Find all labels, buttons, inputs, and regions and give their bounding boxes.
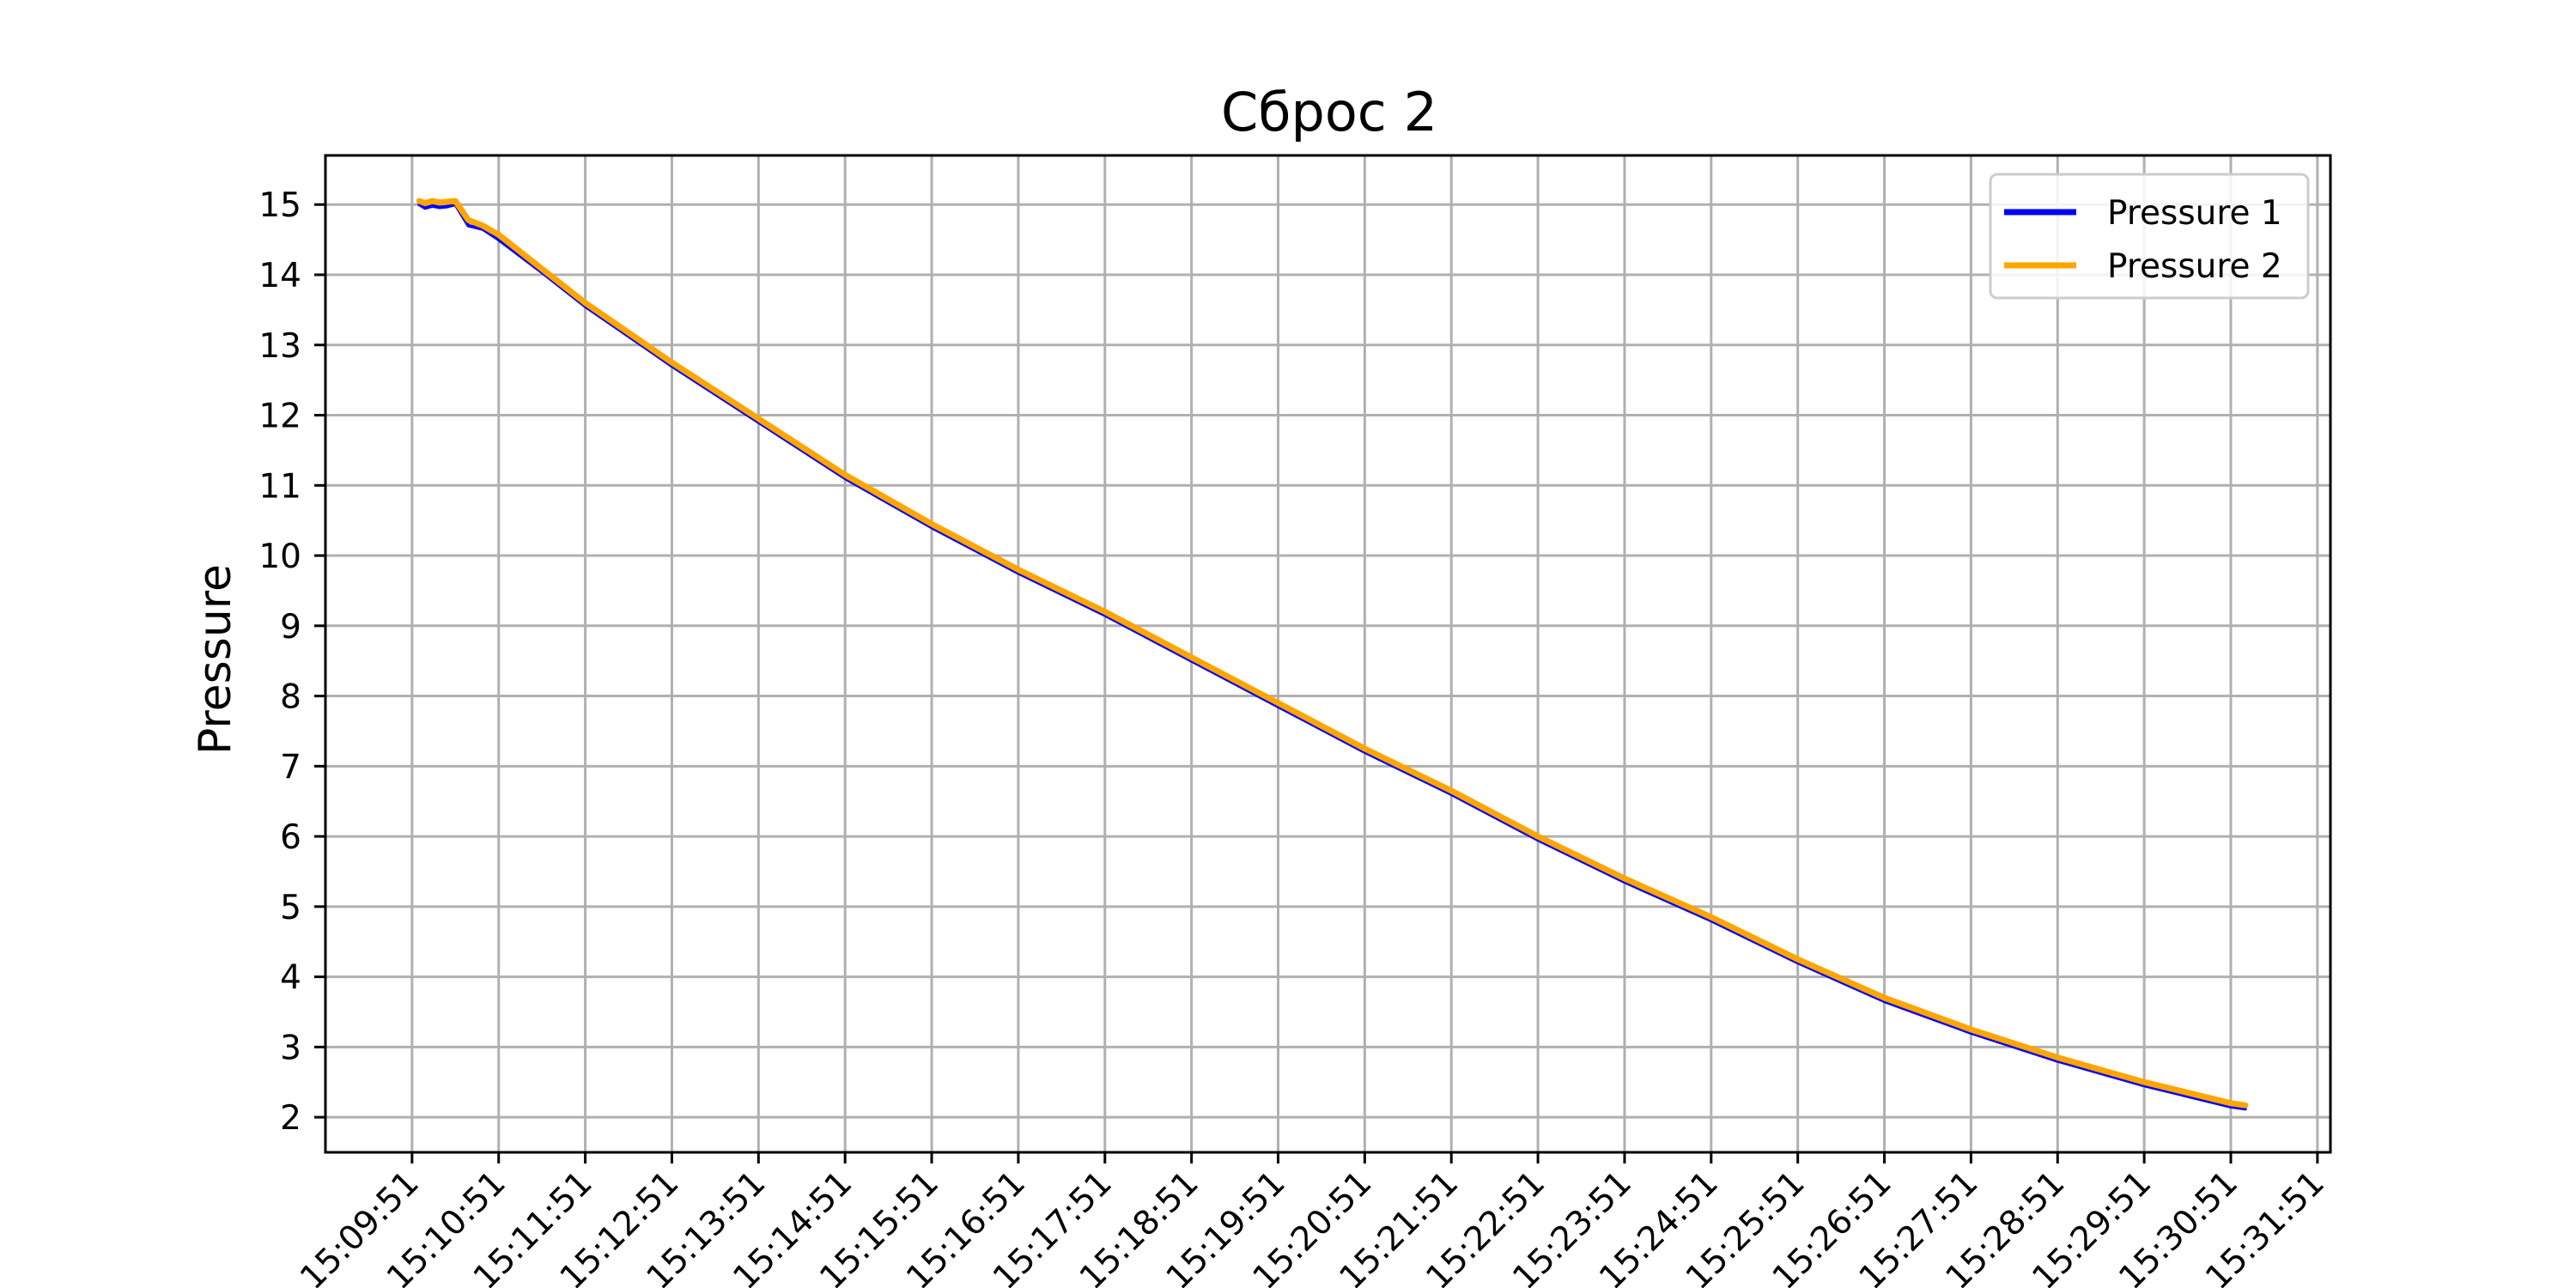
y-tick-label: 14 [258, 257, 301, 295]
y-tick-label: 7 [280, 748, 301, 787]
y-tick-label: 2 [280, 1099, 301, 1138]
y-axis-ticks: 2 3 4 5 6 7 8 9 10 11 12 13 14 15 [258, 186, 325, 1138]
legend: Pressure 1 Pressure 2 [1989, 173, 2310, 300]
y-tick-label: 9 [280, 608, 301, 647]
x-axis-ticks: 15:09:5115:10:5115:11:5115:12:5115:13:51… [293, 1152, 2332, 1288]
y-tick-label: 5 [280, 889, 301, 927]
y-tick-label: 6 [280, 818, 301, 857]
y-tick-label: 12 [258, 398, 301, 436]
y-tick-label: 15 [258, 186, 301, 225]
y-tick-label: 4 [280, 959, 301, 998]
plot-frame [324, 154, 2332, 1154]
legend-label-1: Pressure 1 [2107, 194, 2282, 233]
y-tick-label: 8 [280, 678, 301, 717]
y-tick-label: 13 [258, 327, 301, 366]
y-tick-label: 11 [258, 467, 301, 506]
y-tick-label: 10 [258, 538, 301, 576]
grid [325, 155, 2330, 1152]
y-axis-label: Pressure [190, 564, 241, 755]
chart-title: Сброс 2 [1221, 81, 1437, 143]
series-lines [416, 197, 2249, 1111]
legend-label-2: Pressure 2 [2107, 247, 2282, 286]
y-tick-label: 3 [280, 1029, 301, 1067]
series-line-2 [416, 197, 2249, 1109]
